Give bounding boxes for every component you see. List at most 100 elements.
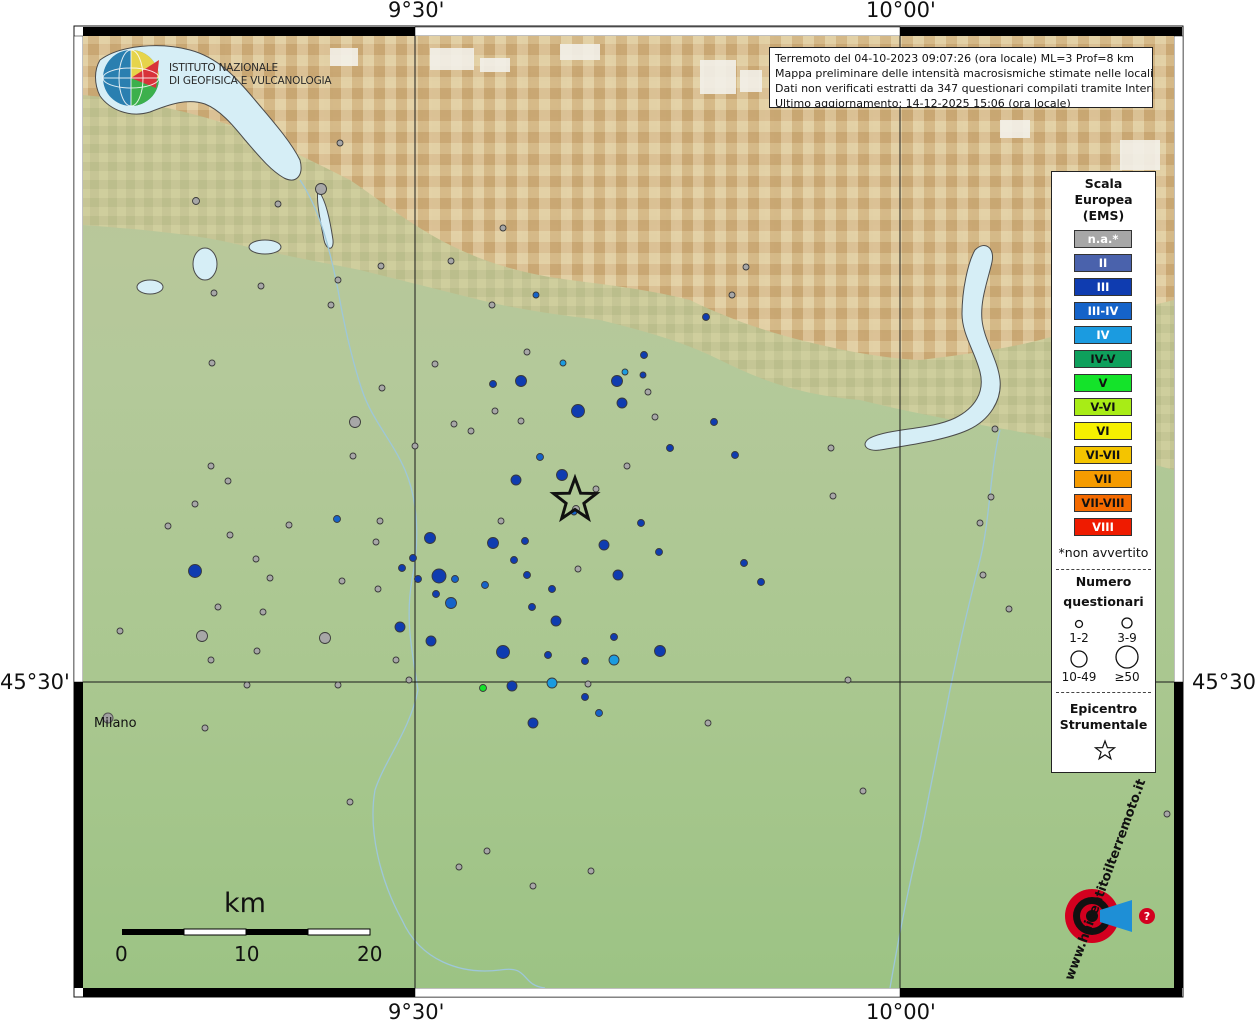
intensity-point [742, 263, 750, 271]
rivers [299, 179, 1001, 988]
ems-level-vi-vii: VI-VII [1074, 446, 1132, 464]
intensity-point [1005, 605, 1013, 613]
scalebar [122, 928, 371, 936]
intensity-point [556, 469, 568, 481]
ems-level-iv: IV [1074, 326, 1132, 344]
intensity-point [432, 590, 440, 598]
intensity-point [621, 368, 629, 376]
count-label-3-9: 3-9 [1117, 631, 1137, 645]
intensity-point [338, 577, 346, 585]
intensity-point [445, 597, 457, 609]
intensity-point [188, 564, 202, 578]
legend-title-ems: (EMS) [1082, 208, 1125, 223]
lake-como [864, 245, 1001, 451]
intensity-point [489, 380, 497, 388]
count-label-10-49: 10-49 [1061, 670, 1097, 684]
intensity-point [481, 581, 489, 589]
lake-monate [136, 279, 164, 295]
intensity-point [226, 531, 234, 539]
intensity-point [372, 538, 380, 546]
intensity-point [595, 709, 603, 717]
intensity-point [829, 492, 837, 500]
intensity-points [116, 139, 1171, 890]
epicenter-star [549, 473, 601, 523]
lat-label-left: 45°30' [0, 670, 70, 694]
legend-divider-2 [1056, 692, 1151, 693]
legend-title-scala: Scala [1084, 176, 1123, 191]
intensity-point [409, 554, 417, 562]
place-label-milano: Milano [94, 716, 137, 731]
intensity-point [192, 197, 200, 205]
intensity-point [497, 517, 505, 525]
lake-varese [192, 247, 218, 281]
scalebar-tick-20: 20 [357, 942, 383, 966]
intensity-point [349, 416, 361, 428]
intensity-point [334, 276, 342, 284]
intensity-point [623, 462, 631, 470]
intensity-point [827, 444, 835, 452]
intensity-point [987, 493, 995, 501]
intensity-point [731, 451, 739, 459]
ingv-logo [102, 49, 160, 107]
intensity-point [346, 798, 354, 806]
intensity-point [266, 574, 274, 582]
intensity-point [548, 585, 556, 593]
legend-title-europea: Europea [1074, 192, 1133, 207]
intensity-point [378, 384, 386, 392]
intensity-point [581, 693, 589, 701]
intensity-point [455, 863, 463, 871]
intensity-point [584, 680, 592, 688]
intensity-point [224, 477, 232, 485]
lat-label-right: 45°30' [1192, 670, 1256, 694]
intensity-point [257, 282, 265, 290]
intensity-point [702, 313, 710, 321]
count-label-1-2: 1-2 [1069, 631, 1089, 645]
intensity-point [587, 867, 595, 875]
intensity-point [196, 630, 208, 642]
alps-mountains [83, 36, 1174, 360]
intensity-point [523, 571, 531, 579]
event-info-line2: Mappa preliminare delle intensità macros… [775, 67, 1153, 80]
intensity-point [164, 522, 172, 530]
scalebar-unit: km [224, 888, 266, 919]
intensity-point [208, 359, 216, 367]
intensity-point [488, 301, 496, 309]
lon-label-bottom-2: 10°00' [866, 1000, 936, 1024]
scalebar-tick-10: 10 [234, 942, 260, 966]
intensity-point [214, 603, 222, 611]
ems-level-iii: III [1074, 278, 1132, 296]
intensity-point [510, 556, 518, 564]
intensity-point [608, 654, 620, 666]
intensity-point [991, 425, 999, 433]
intensity-point [515, 375, 527, 387]
intensity-point [491, 407, 499, 415]
intensity-point [654, 645, 666, 657]
lon-label-top-1: 9°30' [388, 0, 445, 22]
intensity-point [859, 787, 867, 795]
intensity-point [651, 413, 659, 421]
intensity-point [523, 348, 531, 356]
intensity-point [844, 676, 852, 684]
scalebar-tick-0: 0 [115, 942, 128, 966]
intensity-point [506, 680, 518, 692]
alpine-snow [330, 44, 1160, 170]
institute-name: ISTITUTO NAZIONALE DI GEOFISICA E VULCAN… [169, 62, 332, 88]
ems-level-v-vi: V-VI [1074, 398, 1132, 416]
ems-level-vii-viii: VII-VIII [1074, 494, 1132, 512]
ems-level-vii: VII [1074, 470, 1132, 488]
intensity-point [612, 569, 624, 581]
intensity-point [376, 517, 384, 525]
intensity-point [536, 453, 544, 461]
intensity-point [644, 388, 652, 396]
legend-epicenter-title1: Epicentro [1069, 701, 1138, 716]
intensity-point [527, 717, 539, 729]
intensity-point [424, 532, 436, 544]
ems-level-vi: VI [1074, 422, 1132, 440]
intensity-point [253, 647, 261, 655]
intensity-point [285, 521, 293, 529]
intensity-point [550, 615, 562, 627]
intensity-point [510, 474, 522, 486]
intensity-point [598, 539, 610, 551]
intensity-point [431, 360, 439, 368]
intensity-point [1163, 810, 1171, 818]
